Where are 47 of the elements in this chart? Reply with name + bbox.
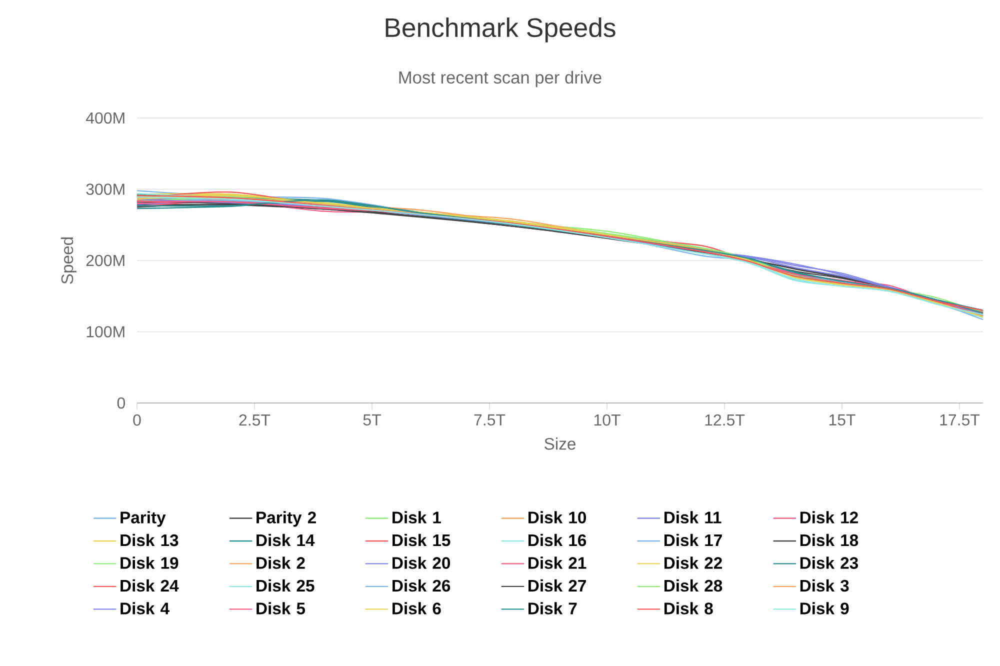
chart-title: Benchmark Speeds [386, 18, 616, 42]
x-tick-label: 2.5T [239, 414, 270, 426]
x-tick-label: 17.5T [940, 414, 980, 426]
y-tick-label: 200M [86, 254, 124, 266]
legend-label: Disk 4 [120, 602, 170, 614]
legend-label: Disk 1 [392, 511, 441, 524]
legend-label: Disk 15 [392, 534, 450, 546]
legend-label: Disk 21 [528, 556, 586, 569]
legend-label: Disk 13 [120, 534, 178, 546]
legend-label: Disk 5 [256, 602, 306, 614]
legend-label: Disk 9 [800, 602, 849, 614]
legend-label: Disk 12 [800, 511, 858, 524]
legend-label: Disk 24 [120, 579, 179, 592]
chart-subtitle: Most recent scan per drive [399, 70, 602, 88]
x-tick-label: 0 [133, 414, 141, 426]
legend-label: Disk 10 [528, 511, 586, 524]
legend-label: Disk 22 [664, 556, 722, 569]
legend-label: Parity 2 [256, 511, 316, 527]
x-tick-label: 7.5T [474, 414, 506, 426]
y-axis-title: Speed [60, 237, 76, 284]
x-tick-label: 15T [829, 414, 856, 426]
legend-label: Parity [120, 511, 166, 527]
y-tick-label: 300M [86, 184, 124, 195]
legend-label: Disk 17 [664, 534, 722, 546]
legend-label: Disk 19 [120, 556, 178, 569]
legend-label: Disk 7 [528, 602, 577, 614]
legend-label: Disk 14 [256, 534, 315, 546]
legend-label: Disk 25 [256, 579, 314, 592]
y-tick-label: 400M [86, 112, 124, 124]
legend-label: Disk 26 [392, 579, 450, 592]
legend-label: Disk 8 [664, 602, 713, 614]
y-tick-label: 100M [86, 326, 124, 338]
x-tick-label: 5T [363, 414, 381, 426]
legend-label: Disk 16 [528, 534, 586, 546]
legend-label: Disk 27 [528, 579, 586, 592]
x-tick-label: 10T [594, 414, 620, 426]
legend-label: Disk 28 [664, 579, 722, 592]
legend-label: Disk 6 [392, 602, 441, 614]
legend-label: Disk 2 [256, 556, 305, 569]
legend-label: Disk 18 [800, 534, 858, 546]
y-tick-label: 0 [117, 397, 126, 409]
legend-label: Disk 23 [800, 556, 858, 569]
legend-label: Disk 3 [800, 579, 849, 592]
legend-label: Disk 11 [664, 511, 722, 524]
legend-label: Disk 20 [392, 556, 450, 569]
x-tick-label: 12.5T [705, 414, 745, 426]
x-axis-title: Size [544, 438, 576, 450]
